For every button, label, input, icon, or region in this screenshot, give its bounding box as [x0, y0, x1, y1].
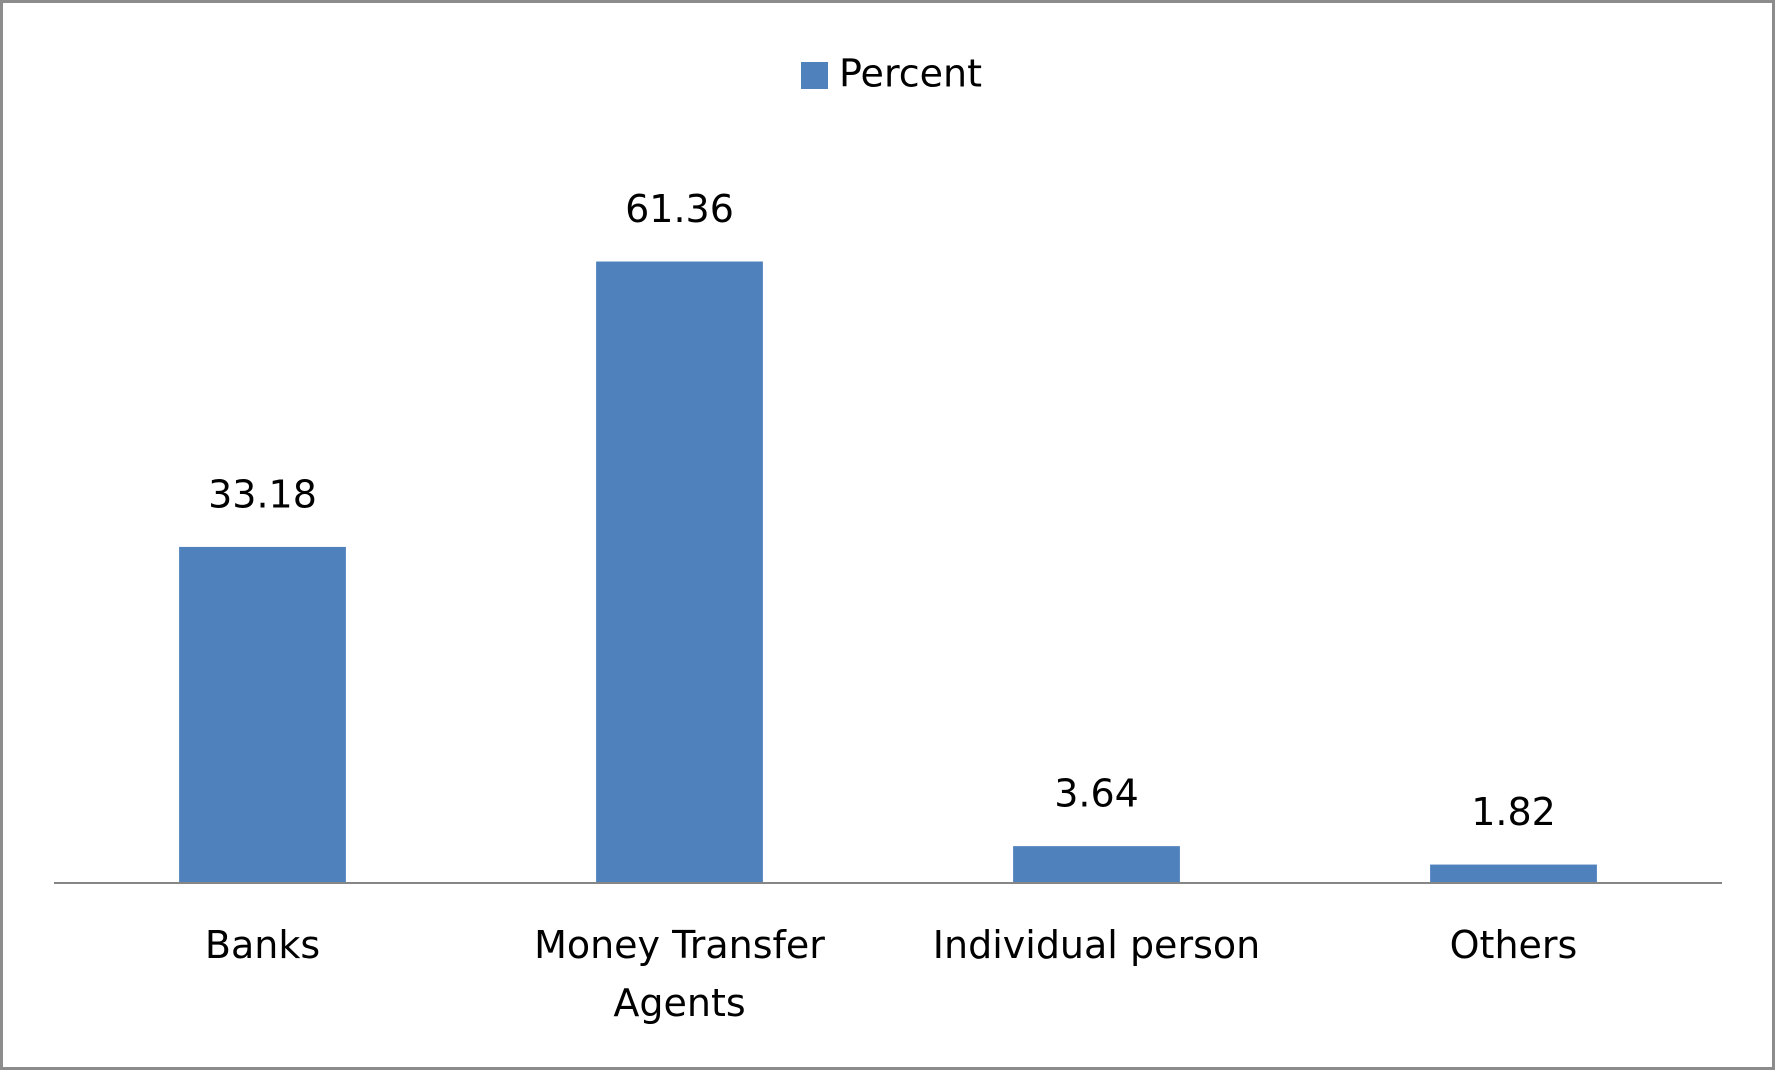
bar	[179, 546, 346, 883]
data-label: 33.18	[208, 472, 317, 516]
bar	[1013, 846, 1180, 883]
data-label: 1.82	[1471, 790, 1556, 834]
data-label: 61.36	[625, 187, 734, 231]
bar	[1430, 864, 1597, 883]
legend-swatch	[801, 62, 828, 89]
legend-label: Percent	[839, 52, 982, 96]
x-tick-label: Individual person	[932, 923, 1261, 967]
x-tick-label: Money Transfer Agents	[534, 923, 825, 1025]
x-tick-label: Banks	[204, 923, 321, 967]
data-label: 3.64	[1054, 772, 1139, 816]
chart: Percent 33.18 61.36 3.64 1.82	[54, 52, 1722, 884]
x-tick-label: Others	[1449, 923, 1578, 967]
bar	[596, 261, 763, 883]
